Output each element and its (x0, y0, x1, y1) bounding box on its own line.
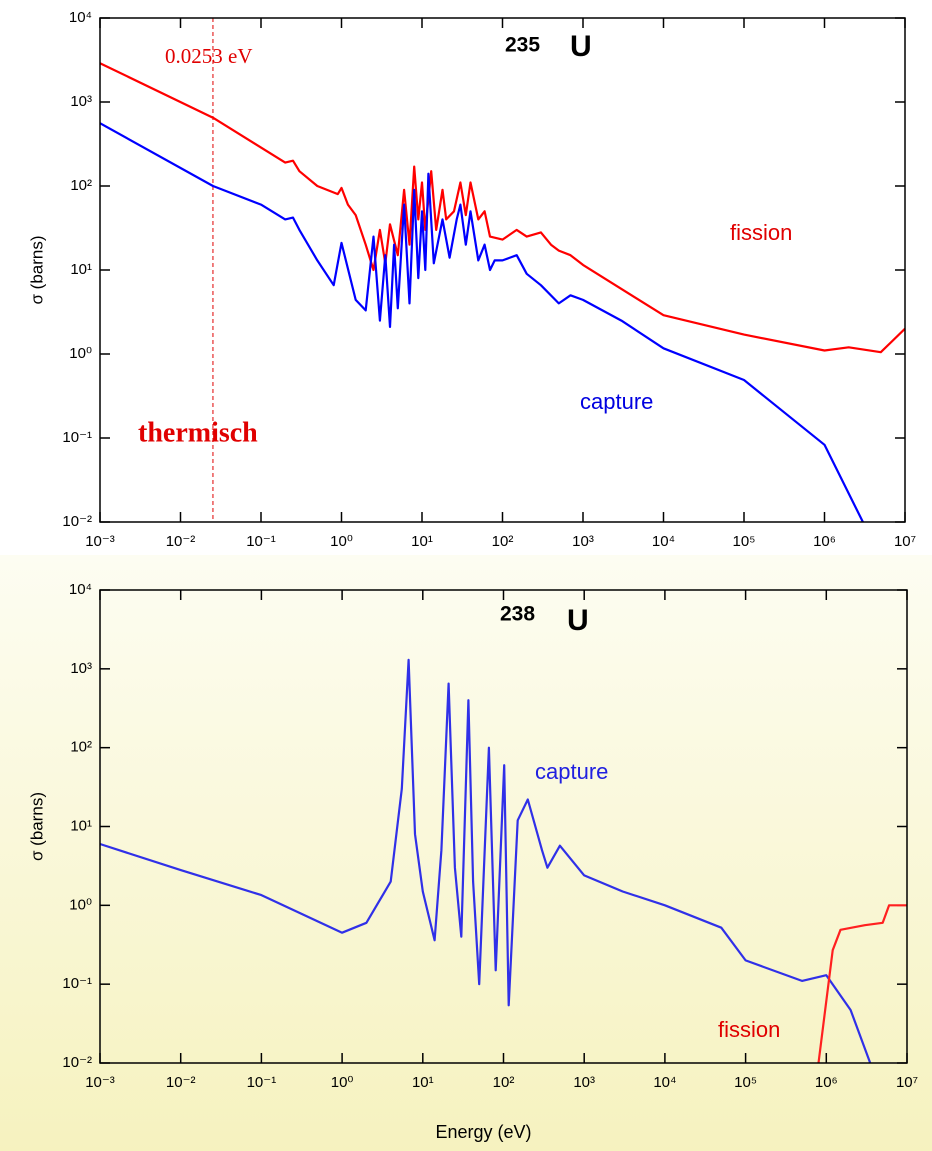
plot-frame (99, 17, 906, 523)
annotation: thermisch (138, 417, 258, 448)
annotation: fission (730, 220, 792, 245)
annotation: capture (580, 389, 653, 414)
y-tick-label: 10⁻² (62, 513, 92, 530)
x-tick-label: 10⁶ (815, 1074, 838, 1091)
y-tick-label: 10¹ (70, 261, 92, 278)
y-tick-label: 10⁻¹ (62, 975, 92, 992)
x-tick-label: 10⁻¹ (247, 1074, 277, 1091)
annotation: capture (535, 759, 608, 784)
plot-frame (99, 589, 908, 1064)
x-tick-label: 10⁴ (653, 1074, 676, 1091)
series-line (99, 122, 864, 523)
series-line (99, 62, 906, 354)
x-tick-label: 10² (493, 1074, 515, 1091)
x-tick-label: 10² (492, 533, 514, 550)
x-tick-label: 10⁷ (894, 533, 916, 550)
title-mass: 238 (500, 603, 535, 626)
y-tick-label: 10¹ (70, 817, 92, 834)
y-tick-label: 10³ (70, 93, 92, 110)
x-tick-label: 10¹ (411, 533, 433, 550)
y-tick-label: 10³ (70, 660, 92, 677)
y-tick-label: 10² (70, 177, 92, 194)
y-tick-label: 10⁴ (69, 9, 92, 26)
x-tick-label: 10¹ (412, 1074, 434, 1091)
x-tick-label: 10⁵ (734, 1074, 757, 1091)
title-mass: 235 (505, 34, 540, 57)
title-element: U (567, 604, 589, 637)
x-tick-label: 10⁷ (896, 1074, 918, 1091)
y-tick-label: 10² (70, 739, 92, 756)
x-tick-label: 10⁻³ (85, 533, 115, 550)
x-tick-label: 10⁰ (330, 533, 353, 550)
lower-background (0, 555, 932, 1151)
series-line (99, 658, 872, 1064)
x-tick-label: 10³ (573, 1074, 595, 1091)
y-tick-label: 10⁰ (69, 896, 92, 913)
x-tick-label: 10⁰ (331, 1074, 354, 1091)
y-tick-label: 10⁴ (69, 581, 92, 598)
y-axis-label: σ (barns) (27, 235, 46, 304)
y-tick-label: 10⁻¹ (62, 429, 92, 446)
x-tick-label: 10⁴ (652, 533, 675, 550)
annotation: fission (718, 1017, 780, 1042)
x-tick-label: 10⁵ (733, 533, 756, 550)
plot-background (100, 18, 905, 522)
x-tick-label: 10⁻² (166, 1074, 196, 1091)
reference-label: 0.0253 eV (165, 44, 253, 68)
x-tick-label: 10³ (572, 533, 594, 550)
y-tick-label: 10⁻² (62, 1054, 92, 1071)
x-tick-label: 10⁶ (813, 533, 836, 550)
y-axis-label: σ (barns) (27, 792, 46, 861)
x-tick-label: 10⁻³ (85, 1074, 115, 1091)
x-tick-label: 10⁻² (166, 533, 196, 550)
title-element: U (570, 30, 592, 63)
series-line (817, 904, 907, 1064)
x-tick-label: 10⁻¹ (246, 533, 276, 550)
y-tick-label: 10⁰ (69, 345, 92, 362)
x-axis-label: Energy (eV) (435, 1122, 531, 1142)
